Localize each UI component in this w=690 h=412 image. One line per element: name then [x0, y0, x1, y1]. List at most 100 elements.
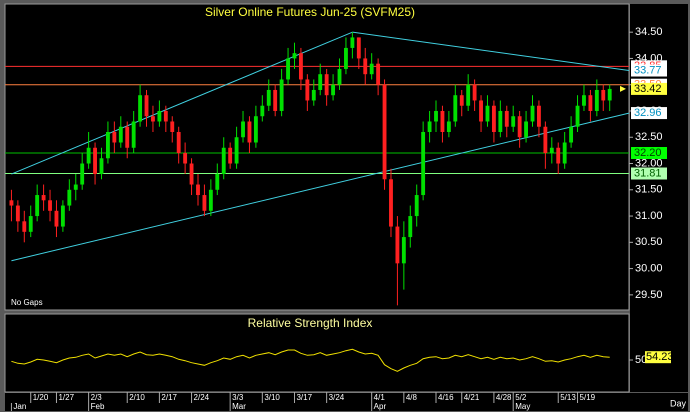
- trend-label: 32.96: [634, 107, 662, 119]
- level-label-box: [631, 167, 667, 180]
- trend-label-box: [631, 64, 667, 77]
- month-label: May: [515, 402, 530, 411]
- candle-body: [60, 205, 65, 227]
- month-label: Apr: [374, 402, 387, 411]
- candle-body: [247, 121, 252, 143]
- candle-body: [485, 105, 490, 122]
- price-panel: [4, 3, 630, 311]
- candle-body: [453, 95, 458, 122]
- candle-body: [363, 58, 368, 75]
- month-label: Mar: [232, 402, 246, 411]
- candle-body: [408, 216, 413, 238]
- candle-body: [369, 63, 374, 75]
- candle-body: [48, 200, 52, 211]
- trend-label-box: [631, 107, 667, 120]
- candle-body: [401, 237, 406, 264]
- month-label: Jan: [13, 402, 26, 411]
- rsi-title: Relative Strength Index: [248, 316, 373, 330]
- candle-body: [588, 95, 593, 111]
- candle-body: [311, 89, 316, 101]
- candle-body: [491, 105, 496, 132]
- candle-body: [176, 131, 181, 154]
- y-tick-label: 30.50: [635, 236, 663, 248]
- last-price-arrow: [620, 85, 626, 92]
- candle-body: [189, 163, 194, 185]
- last-price-label-box: [631, 82, 667, 95]
- candle-body: [118, 126, 123, 143]
- candle-body: [356, 37, 361, 59]
- rsi-tick-label: 50: [635, 354, 647, 366]
- rsi-line: [11, 348, 610, 372]
- candle-body: [215, 174, 220, 190]
- candle-body: [131, 121, 136, 148]
- trendline: [352, 31, 630, 72]
- candle-body: [9, 200, 14, 206]
- candle-body: [151, 116, 155, 122]
- candle-body: [93, 147, 97, 175]
- candle-body: [253, 116, 258, 143]
- candle-body: [208, 189, 213, 211]
- note: No Gaps: [11, 298, 43, 307]
- candle-body: [112, 131, 117, 143]
- candle-body: [524, 121, 529, 138]
- y-tick-label: 32.50: [635, 131, 663, 143]
- candle-body: [331, 84, 336, 96]
- candle-body: [170, 121, 175, 132]
- candle-body: [144, 95, 149, 117]
- candle-body: [446, 121, 451, 132]
- candle-body: [344, 47, 348, 69]
- x-tick-label: 4/8: [406, 393, 418, 402]
- y-tick-label: 30.00: [635, 263, 663, 275]
- date-axis: [5, 393, 688, 411]
- candle-body: [562, 142, 567, 164]
- candle-body: [382, 84, 387, 180]
- candle-body: [601, 89, 606, 101]
- candle-body: [241, 121, 245, 138]
- last-price-label: 33.42: [634, 83, 662, 95]
- candle-body: [479, 100, 483, 122]
- candle-body: [298, 53, 303, 80]
- level-label: 32.20: [634, 147, 662, 159]
- x-tick-label: 2/17: [161, 393, 177, 402]
- candle-body: [202, 195, 207, 211]
- candle-body: [163, 110, 168, 122]
- candle-body: [350, 37, 355, 48]
- candle-body: [511, 116, 516, 127]
- candle-body: [537, 105, 541, 127]
- candle-body: [530, 105, 535, 122]
- candle-body: [234, 137, 239, 164]
- candle-body: [157, 110, 162, 122]
- candle-body: [105, 131, 110, 159]
- candle-body: [273, 89, 278, 111]
- candle-body: [504, 110, 509, 127]
- candle-body: [414, 195, 419, 217]
- x-tick-label: 2/10: [129, 393, 145, 402]
- y-tick-label: 31.50: [635, 184, 663, 196]
- x-tick-label: 4/21: [464, 393, 480, 402]
- candle-body: [434, 110, 438, 122]
- candle-body: [228, 147, 233, 164]
- candle-body: [73, 184, 78, 190]
- candle-body: [569, 126, 574, 143]
- x-tick-label: 2/24: [194, 393, 210, 402]
- candle-body: [279, 79, 284, 111]
- x-tick-label: 5/2: [515, 393, 527, 402]
- candle-body: [459, 95, 464, 106]
- rsi-last-box: [645, 351, 671, 364]
- candle-body: [54, 210, 59, 227]
- candle-body: [466, 84, 471, 106]
- level-label: 31.81: [634, 167, 662, 179]
- x-axis-label: Day: [670, 398, 687, 408]
- x-tick-label: 2/3: [91, 393, 103, 402]
- candle-body: [41, 195, 46, 201]
- x-tick-label: 5/19: [580, 393, 596, 402]
- candle-body: [324, 74, 329, 96]
- y-tick-label: 31.00: [635, 210, 663, 222]
- candle-body: [138, 95, 143, 122]
- candle-body: [286, 58, 290, 80]
- x-tick-label: 1/20: [33, 393, 49, 402]
- level-label-box: [631, 147, 667, 160]
- candle-body: [221, 147, 226, 175]
- trend-label: 33.77: [634, 64, 662, 76]
